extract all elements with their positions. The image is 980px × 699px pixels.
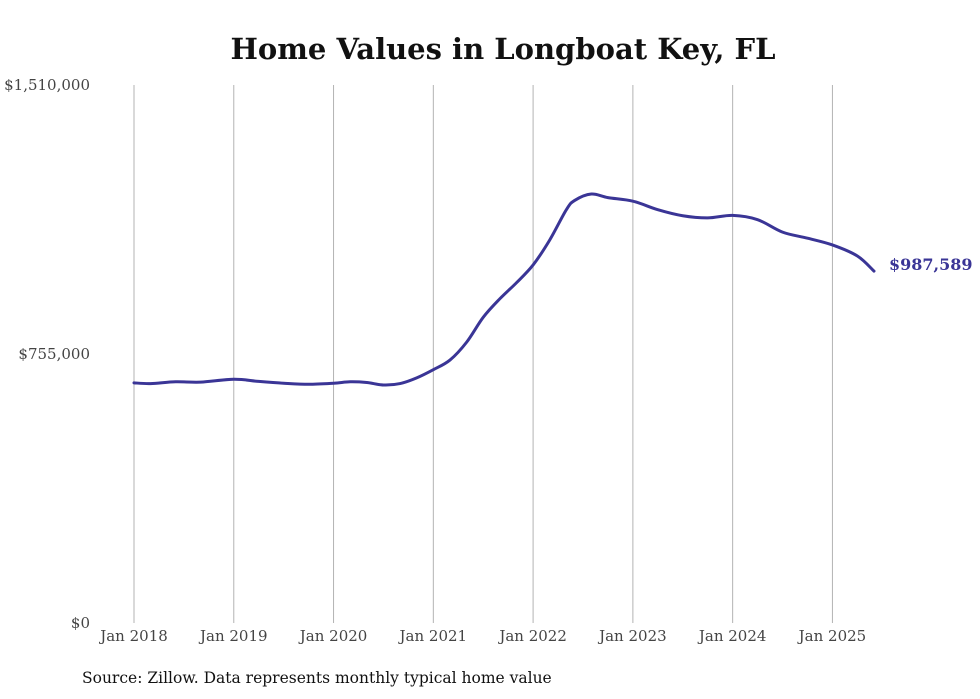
x-tick-label: Jan 2023 bbox=[597, 627, 667, 645]
x-axis: Jan 2018 Jan 2019 Jan 2020 Jan 2021 Jan 2022… bbox=[98, 627, 866, 645]
gridlines bbox=[133, 85, 833, 623]
series-layer bbox=[132, 192, 876, 387]
x-tick-label: Jan 2021 bbox=[398, 627, 468, 645]
x-tick-label: Jan 2025 bbox=[797, 627, 867, 645]
y-tick-label: $0 bbox=[71, 614, 90, 632]
x-tick-label: Jan 2022 bbox=[497, 627, 567, 645]
end-value-label: $987,589 bbox=[889, 255, 973, 274]
x-tick-label: Jan 2024 bbox=[697, 627, 767, 645]
x-tick-label: Jan 2018 bbox=[98, 627, 168, 645]
series-line bbox=[132, 192, 876, 387]
x-tick-label: Jan 2020 bbox=[298, 627, 368, 645]
source-note: Source: Zillow. Data represents monthly … bbox=[82, 669, 552, 687]
y-axis: $0 $755,000 $1,510,000 bbox=[4, 76, 90, 632]
y-tick-label: $755,000 bbox=[18, 345, 90, 363]
y-tick-label: $1,510,000 bbox=[4, 76, 90, 94]
chart-title: Home Values in Longboat Key, FL bbox=[230, 32, 775, 66]
x-tick-label: Jan 2019 bbox=[198, 627, 268, 645]
